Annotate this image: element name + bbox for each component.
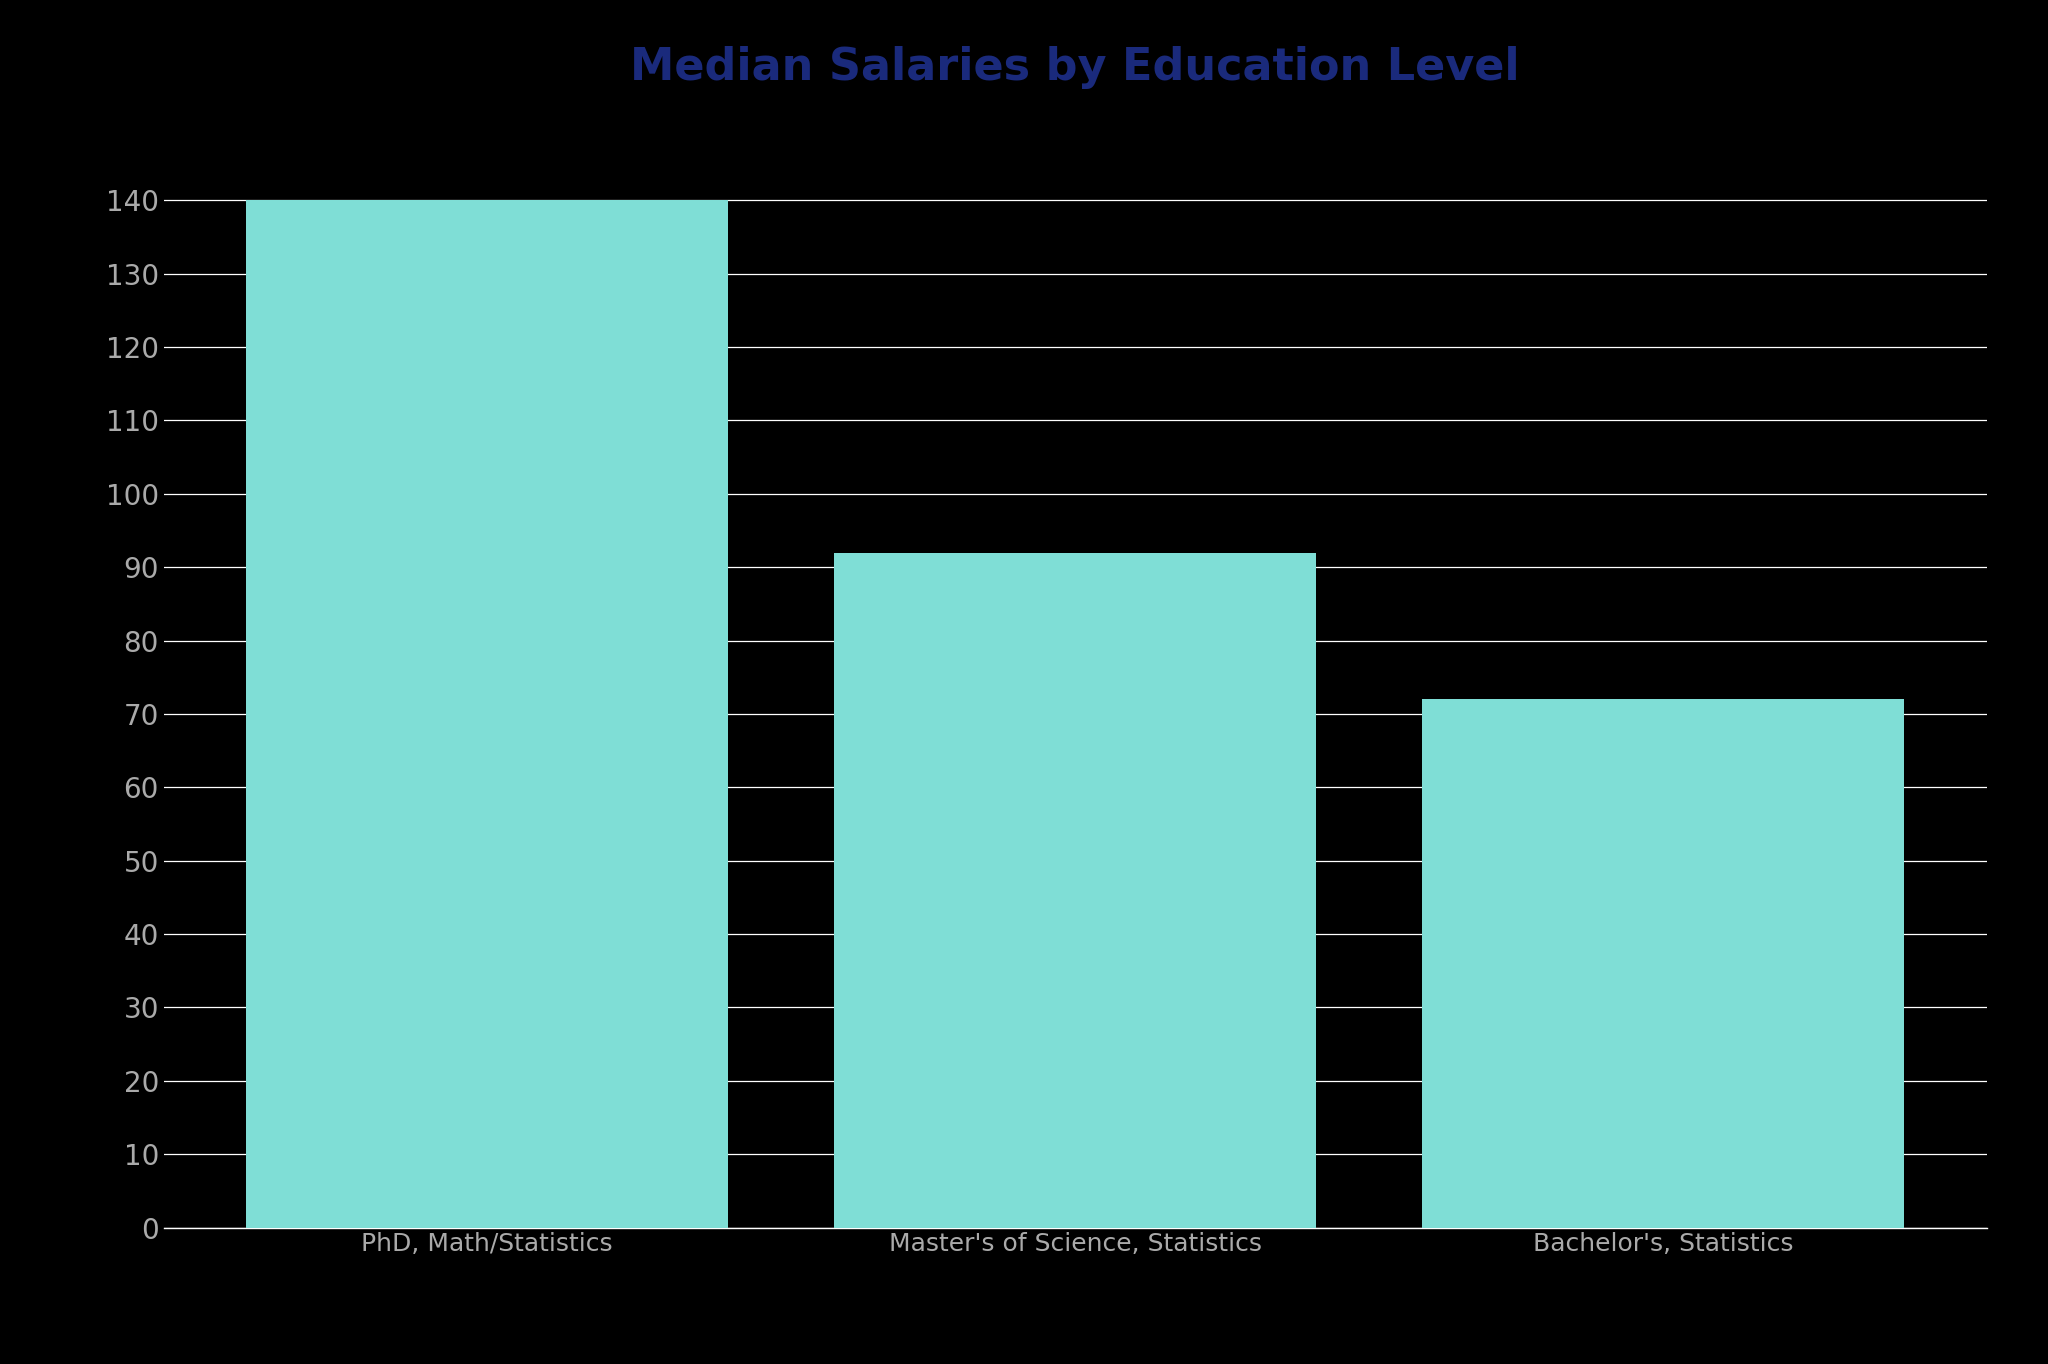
Bar xyxy=(1421,700,1905,1228)
Bar xyxy=(246,201,729,1228)
Title: Median Salaries by Education Level: Median Salaries by Education Level xyxy=(631,46,1520,90)
Bar xyxy=(834,552,1317,1228)
